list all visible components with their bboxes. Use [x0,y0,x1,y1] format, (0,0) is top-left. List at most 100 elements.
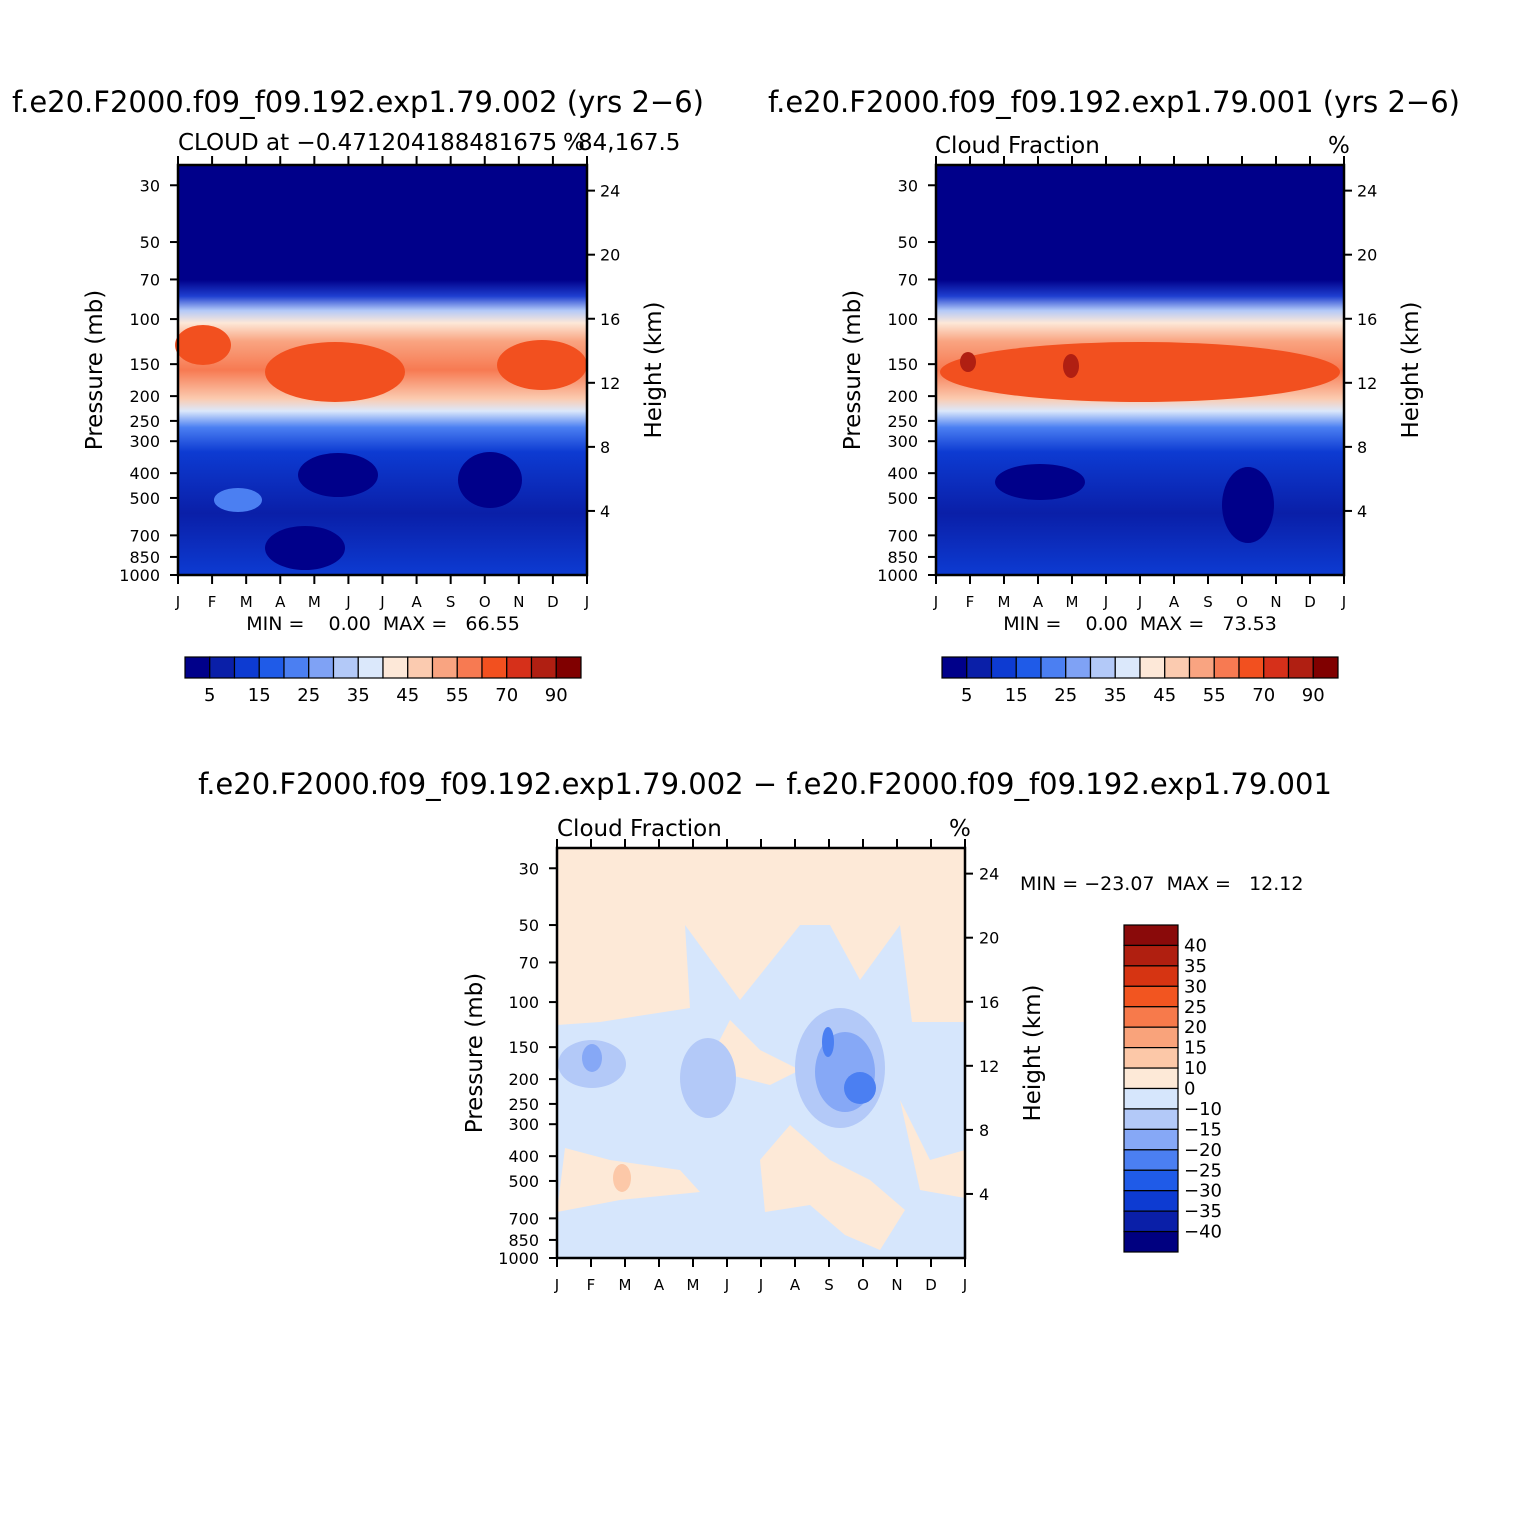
pressure-tick-label: 850 [129,548,160,567]
height-tick-label: 24 [979,865,999,884]
colorbar-label: 45 [1153,685,1176,706]
panel-left-subtitle-right: % [563,130,585,156]
month-tick-label: A [275,593,286,611]
pressure-tick-label: 100 [129,310,160,329]
colorbar-label: 45 [396,685,419,706]
panel-right-subtitle: Cloud Fraction [935,133,1100,159]
colorbar-left: 5 15 25 35 45 55 70 90 [184,656,582,706]
contour-cell [582,1044,602,1072]
pressure-tick-label: 150 [508,1038,539,1057]
colorbar-swatch [233,656,260,679]
plot-area-left [175,163,589,577]
panel-diff: f.e20.F2000.f09_f09.192.exp1.79.002 − f.… [198,767,1332,1294]
colorbar-label: 90 [545,685,568,706]
colorbar-swatch [1015,656,1042,679]
panel-left-subtitle-tail: 84,167.5 [578,130,680,156]
month-tick-label: J [933,593,938,611]
contour-cell [900,1100,965,1198]
colorbar-label: −30 [1184,1181,1222,1202]
pressure-tick-label: 150 [129,355,160,374]
panel-right: f.e20.F2000.f09_f09.192.exp1.79.001 (yrs… [768,85,1460,706]
colorbar-label: 25 [297,685,320,706]
height-tick-label: 16 [600,310,620,329]
panel-left-subtitle: CLOUD at −0.471204188481675 [178,130,557,156]
colorbar-label: 0 [1184,1079,1195,1100]
height-tick-label: 12 [1357,374,1377,393]
colorbar-swatch [1123,1087,1179,1110]
pressure-tick-label: 300 [508,1115,539,1134]
pressure-tick-label: 30 [519,859,539,878]
colorbar-label: 15 [1184,1038,1207,1059]
colorbar-swatch [1123,1128,1179,1151]
contour-cell [940,342,1340,402]
colorbar-swatch [941,656,968,679]
contour-cell [822,1027,834,1057]
month-tick-label: S [824,1276,834,1294]
pressure-tick-label: 700 [508,1209,539,1228]
contour-cell [214,488,262,512]
month-tick-label: N [891,1276,902,1294]
pressure-tick-label: 150 [887,355,918,374]
colorbar-label: 35 [1184,956,1207,977]
height-tick-label: 20 [1357,246,1377,265]
y-axis-title-left: Pressure (mb) [462,973,488,1133]
colorbar-swatch [1123,1190,1179,1212]
colorbar-swatch [530,656,557,679]
pressure-tick-label: 850 [887,548,918,567]
colorbar-label: 15 [248,685,271,706]
height-tick-label: 4 [1357,502,1367,521]
month-tick-label: J [1103,593,1108,611]
colorbar-label: 35 [347,685,370,706]
colorbar-swatch [1123,1230,1179,1253]
month-tick-label: O [479,593,491,611]
colorbar-label: −15 [1184,1119,1222,1140]
colorbar-label: 90 [1302,685,1325,706]
colorbar-swatch [1040,656,1067,679]
contour-cell [995,464,1085,500]
plot-area-diff [555,846,967,1260]
colorbar-swatch [431,656,458,679]
pressure-tick-label: 1000 [119,566,160,585]
colorbar-swatch [357,656,384,679]
pressure-tick-label: 1000 [498,1249,539,1268]
height-tick-label: 24 [600,182,620,201]
month-tick-label: N [1270,593,1281,611]
colorbar-right: 5 15 25 35 45 55 70 90 [941,656,1339,706]
pressure-tick-label: 200 [887,387,918,406]
colorbar-label: 15 [1005,685,1028,706]
contour-cell [1222,467,1274,543]
pressure-tick-label: 300 [887,432,918,451]
height-tick-label: 20 [979,929,999,948]
height-tick-label: 16 [1357,310,1377,329]
month-tick-label: J [554,1276,559,1294]
pressure-tick-label: 30 [898,176,918,195]
colorbar-label: 70 [1252,685,1275,706]
height-tick-label: 8 [600,438,610,457]
month-tick-label: J [1341,593,1346,611]
panel-diff-subtitle: Cloud Fraction [557,816,722,842]
month-tick-label: D [547,593,559,611]
colorbar-label: 25 [1184,997,1207,1018]
y-axis-title-right: Height (km) [1020,984,1046,1121]
pressure-tick-label: 70 [898,270,918,289]
month-tick-label: F [208,593,217,611]
pressure-tick-label: 1000 [877,566,918,585]
pressure-tick-label: 50 [519,916,539,935]
min-max-right: MIN = 0.00 MAX = 73.53 [1003,613,1277,635]
month-tick-label: F [966,593,975,611]
y-axis-title-left: Pressure (mb) [840,290,866,450]
y-axis-title-right: Height (km) [1398,301,1424,438]
colorbar-swatch [1123,1210,1179,1233]
colorbar-swatch [1123,1169,1179,1192]
pressure-tick-label: 250 [508,1095,539,1114]
panel-left-title: f.e20.F2000.f09_f09.192.exp1.79.002 (yrs… [12,85,704,119]
month-tick-label: M [240,593,253,611]
colorbar-swatch [308,656,335,679]
colorbar-swatch [382,656,409,679]
month-tick-label: F [587,1276,596,1294]
pressure-tick-label: 100 [887,310,918,329]
pressure-tick-label: 200 [508,1070,539,1089]
colorbar-label: −35 [1184,1201,1222,1222]
colorbar-label: 55 [1203,685,1226,706]
